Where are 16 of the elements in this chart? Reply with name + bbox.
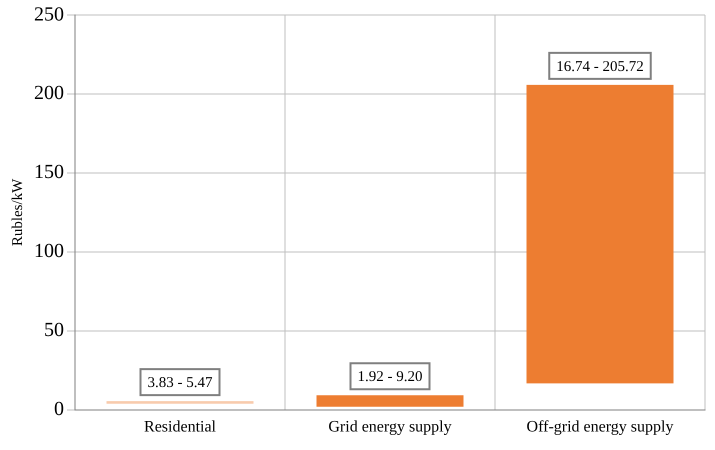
x-tick-label: Off-grid energy supply bbox=[526, 418, 674, 436]
bar bbox=[526, 84, 674, 384]
y-axis-title: Rubles/kW bbox=[10, 178, 26, 246]
y-tick-label: 150 bbox=[34, 161, 64, 184]
bar bbox=[316, 395, 464, 407]
y-tick-label: 200 bbox=[34, 82, 64, 104]
annotation: 3.83 - 5.47 bbox=[148, 375, 213, 392]
y-tick-label: 0 bbox=[54, 398, 64, 420]
bar bbox=[106, 401, 254, 404]
annotation: 1.92 - 9.20 bbox=[358, 369, 422, 386]
y-tick-label: 50 bbox=[44, 319, 64, 342]
x-tick-label: Grid energy supply bbox=[328, 418, 452, 436]
x-tick-label: Residential bbox=[144, 418, 217, 436]
annotation: 16.74 - 205.72 bbox=[556, 58, 644, 75]
y-tick-label: 100 bbox=[34, 240, 64, 262]
y-tick-label: 250 bbox=[34, 3, 64, 26]
